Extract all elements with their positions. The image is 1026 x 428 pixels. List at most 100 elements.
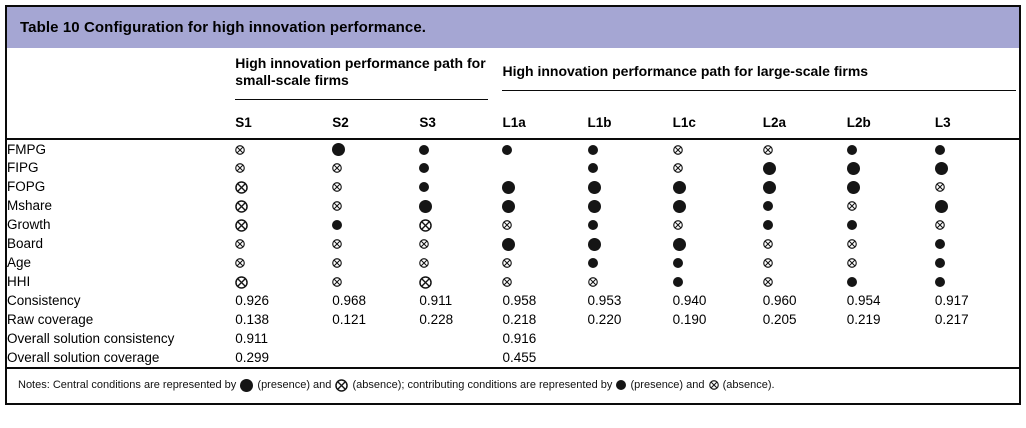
central-presence-icon bbox=[419, 199, 433, 213]
column-header-S3: S3 bbox=[419, 106, 503, 140]
central-absence-icon bbox=[419, 219, 433, 232]
cell-age-L1a bbox=[502, 253, 587, 272]
contributing-absence-icon bbox=[935, 220, 945, 231]
contributing-absence-icon bbox=[332, 201, 343, 212]
central-presence-icon bbox=[934, 199, 948, 213]
cell-fmpg-L2a bbox=[762, 139, 847, 158]
central-presence-icon bbox=[587, 180, 601, 194]
central-presence-icon bbox=[240, 378, 254, 392]
cell-overall-solution-consistency-L1a: 0.916 bbox=[502, 331, 537, 346]
contributing-presence-icon bbox=[616, 380, 627, 391]
cell-age-L3 bbox=[934, 253, 1019, 272]
cell-fopg-S2 bbox=[332, 177, 419, 196]
row-fmpg: FMPG bbox=[7, 139, 1019, 158]
cell-consistency-L2a: 0.960 bbox=[762, 293, 797, 308]
cell-fopg-L3 bbox=[935, 177, 1019, 196]
cell-overall-solution-consistency-L2b bbox=[847, 329, 935, 348]
cell-fopg-L1c bbox=[672, 177, 763, 196]
cell-board-L1a bbox=[502, 234, 587, 253]
cell-hhi-S1 bbox=[235, 272, 332, 291]
contributing-presence-icon bbox=[587, 144, 598, 155]
cell-overall-solution-consistency-L1b bbox=[588, 329, 673, 348]
table-title: Table 10 Configuration for high innovati… bbox=[20, 19, 427, 36]
contributing-presence-icon bbox=[762, 220, 773, 231]
row-consistency: Consistency 0.926 0.968 0.911 0.958 0.953 0.94… bbox=[7, 291, 1019, 310]
contributing-presence-icon bbox=[587, 258, 598, 269]
contributing-absence-icon bbox=[502, 220, 513, 231]
cell-fipg-L1c bbox=[672, 158, 763, 177]
column-header-L2a: L2a bbox=[762, 106, 847, 140]
cell-raw-coverage-L3: 0.217 bbox=[934, 312, 969, 327]
contributing-absence-icon bbox=[235, 145, 246, 155]
row-fopg: FOPG bbox=[7, 177, 1019, 196]
cell-raw-coverage-L1a: 0.218 bbox=[502, 312, 537, 327]
contributing-presence-icon bbox=[419, 144, 430, 155]
contributing-presence-icon bbox=[419, 163, 430, 174]
configuration-table: High innovation performance path for sma… bbox=[7, 48, 1019, 367]
cell-growth-L1a bbox=[502, 215, 587, 234]
cell-board-L1b bbox=[587, 234, 673, 253]
cell-fmpg-L3 bbox=[934, 139, 1019, 158]
row-label-raw-coverage: Raw coverage bbox=[7, 312, 94, 327]
cell-hhi-L2a bbox=[762, 272, 847, 291]
contributing-absence-icon bbox=[762, 277, 773, 288]
cell-age-S1 bbox=[235, 253, 332, 272]
cell-mshare-S2 bbox=[332, 196, 419, 215]
contributing-presence-icon bbox=[934, 258, 945, 269]
cell-fipg-L2b bbox=[846, 158, 935, 177]
cell-fipg-L2a bbox=[762, 158, 847, 177]
central-presence-icon bbox=[934, 161, 948, 175]
cell-growth-S1 bbox=[235, 215, 332, 234]
contributing-absence-icon bbox=[235, 239, 246, 250]
column-header-L1a: L1a bbox=[502, 106, 588, 140]
column-header-S2: S2 bbox=[332, 106, 420, 140]
contributing-presence-icon bbox=[846, 144, 857, 155]
cell-mshare-L1b bbox=[587, 196, 673, 215]
contributing-presence-icon bbox=[672, 258, 683, 269]
row-label-overall-solution-coverage: Overall solution coverage bbox=[7, 350, 160, 365]
group-header-large-scale: High innovation performance path for lar… bbox=[502, 48, 1019, 106]
cell-overall-solution-consistency-S2 bbox=[332, 329, 419, 348]
table-title-bar: Table 10 Configuration for high innovati… bbox=[7, 7, 1019, 48]
cell-board-S2 bbox=[332, 234, 419, 253]
central-presence-icon bbox=[587, 199, 601, 213]
cell-fipg-S1 bbox=[235, 158, 332, 177]
central-presence-icon bbox=[502, 199, 516, 213]
cell-raw-coverage-L1c: 0.190 bbox=[672, 312, 707, 327]
cell-fopg-S3 bbox=[419, 177, 502, 196]
contributing-absence-icon bbox=[846, 239, 857, 250]
cell-hhi-L2b bbox=[846, 272, 935, 291]
row-label-mshare: Mshare bbox=[7, 198, 53, 213]
cell-overall-solution-coverage-S3 bbox=[419, 348, 502, 367]
contributing-absence-icon bbox=[332, 163, 343, 174]
cell-consistency-S2: 0.968 bbox=[332, 293, 367, 308]
cell-fmpg-S1 bbox=[235, 139, 332, 158]
row-label-overall-solution-consistency: Overall solution consistency bbox=[7, 331, 175, 346]
cell-consistency-L1c: 0.940 bbox=[672, 293, 707, 308]
row-label-fmpg: FMPG bbox=[7, 141, 46, 157]
contributing-presence-icon bbox=[587, 220, 598, 231]
cell-fmpg-L1a bbox=[502, 139, 587, 158]
cell-hhi-L1a bbox=[502, 272, 587, 291]
contributing-presence-icon bbox=[934, 277, 945, 288]
central-presence-icon bbox=[762, 180, 776, 194]
contributing-absence-icon bbox=[672, 220, 683, 231]
cell-mshare-L2b bbox=[846, 196, 935, 215]
central-presence-icon bbox=[502, 180, 516, 194]
group-header-small-scale: High innovation performance path for sma… bbox=[235, 48, 502, 106]
contributing-absence-icon bbox=[235, 163, 246, 174]
cell-age-L2a bbox=[762, 253, 847, 272]
cell-fopg-L2b bbox=[846, 177, 935, 196]
contributing-absence-icon bbox=[419, 258, 430, 269]
contributing-absence-icon bbox=[762, 258, 773, 269]
cell-overall-solution-coverage-L2b bbox=[847, 348, 935, 367]
central-absence-icon bbox=[235, 219, 248, 232]
cell-age-L2b bbox=[846, 253, 935, 272]
row-label-fopg: FOPG bbox=[7, 179, 46, 194]
contributing-presence-icon bbox=[502, 144, 513, 155]
cell-overall-solution-coverage-L1b bbox=[588, 348, 673, 367]
column-header-L2b: L2b bbox=[846, 106, 935, 140]
cell-hhi-S3 bbox=[419, 272, 502, 291]
cell-mshare-L1a bbox=[502, 196, 587, 215]
cell-fmpg-S3 bbox=[419, 139, 502, 158]
